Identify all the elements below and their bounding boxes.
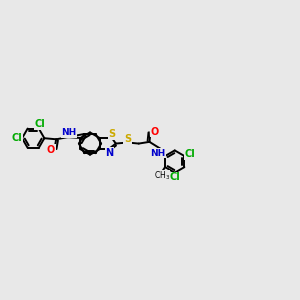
Text: Cl: Cl xyxy=(170,172,181,182)
Text: S: S xyxy=(108,129,116,139)
Text: N: N xyxy=(106,148,114,158)
Text: O: O xyxy=(47,145,55,154)
Text: Cl: Cl xyxy=(184,149,195,159)
Text: NH: NH xyxy=(61,128,76,137)
Text: Cl: Cl xyxy=(11,133,22,143)
Text: CH$_3$: CH$_3$ xyxy=(154,170,170,182)
Text: Cl: Cl xyxy=(35,119,46,129)
Text: S: S xyxy=(124,134,131,144)
Text: NH: NH xyxy=(61,128,76,137)
Text: NH: NH xyxy=(150,148,166,158)
Text: O: O xyxy=(151,127,159,137)
